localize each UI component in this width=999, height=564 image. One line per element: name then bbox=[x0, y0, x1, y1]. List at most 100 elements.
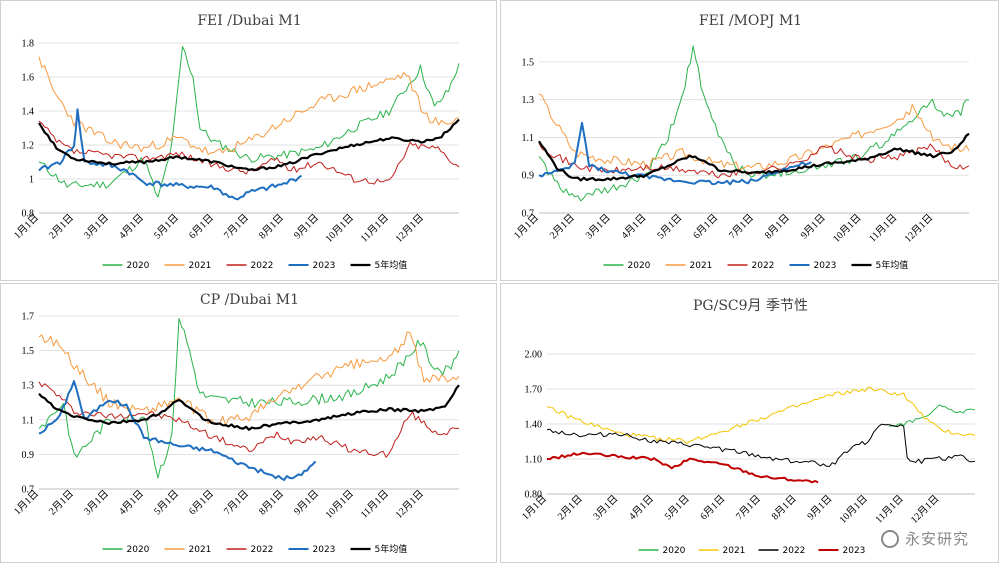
x-tick-label: 8月1日 bbox=[256, 488, 286, 518]
x-tick-label: 10月1日 bbox=[830, 212, 863, 245]
chart-panel-cp-dubai: CP /Dubai M1 0.7 0.9 1.1 1.3 1.5 1.7 1月1日 2月1日 3月… bbox=[0, 283, 497, 563]
x-tick-label: 11月1日 bbox=[866, 212, 899, 245]
legend-label: 2023 bbox=[814, 261, 837, 271]
legend-label: 2021 bbox=[690, 261, 713, 271]
x-tick-label: 5月1日 bbox=[662, 493, 692, 523]
x-tick-label: 10月1日 bbox=[837, 493, 870, 526]
y-tick-label: 0.8 bbox=[22, 209, 35, 220]
legend-label: 2021 bbox=[189, 545, 212, 555]
legend-label: 2020 bbox=[628, 261, 651, 271]
series-line-2020 bbox=[38, 318, 460, 479]
y-tick-label: 1.1 bbox=[22, 415, 35, 426]
x-tick-label: 3月1日 bbox=[583, 212, 613, 242]
series-line-2023 bbox=[38, 108, 303, 201]
series-line-2021 bbox=[546, 386, 976, 444]
series-line-2020 bbox=[38, 46, 460, 198]
legend-label: 2020 bbox=[663, 546, 686, 556]
x-tick-label: 11月1日 bbox=[358, 488, 391, 521]
legend-label: 2023 bbox=[843, 546, 866, 556]
x-tick-label: 12月1日 bbox=[393, 212, 426, 245]
legend-label: 5年均值 bbox=[375, 543, 408, 555]
x-tick-label: 9月1日 bbox=[291, 488, 321, 518]
x-tick-label: 5月1日 bbox=[151, 488, 181, 518]
chart-title: PG/SC9月 季节性 bbox=[693, 298, 808, 314]
y-tick-label: 1.4 bbox=[22, 107, 35, 118]
series-line-2022 bbox=[38, 120, 460, 185]
x-tick-label: 8月1日 bbox=[762, 212, 792, 242]
x-tick-label: 4月1日 bbox=[116, 488, 146, 518]
y-tick-label: 0.7 bbox=[22, 485, 35, 496]
chart-title: FEI /Dubai M1 bbox=[197, 13, 301, 29]
series-line-5 bbox=[538, 132, 970, 182]
series-line-2023 bbox=[38, 380, 317, 481]
x-tick-label: 6月1日 bbox=[186, 212, 216, 242]
legend-label: 2021 bbox=[723, 546, 746, 556]
x-tick-label: 7月1日 bbox=[221, 212, 251, 242]
x-tick-label: 6月1日 bbox=[186, 488, 216, 518]
series-line-2021 bbox=[38, 56, 460, 155]
y-tick-label: 1.40 bbox=[525, 420, 543, 431]
x-tick-label: 4月1日 bbox=[619, 212, 649, 242]
y-tick-label: 1.6 bbox=[22, 73, 35, 84]
x-tick-label: 10月1日 bbox=[323, 488, 356, 521]
chart-title: FEI /MOPJ M1 bbox=[699, 13, 802, 29]
chart-panel-fei-mopj: FEI /MOPJ M1 0.7 0.9 1.1 1.3 1.5 1月1日 2月1日 3月1日 4… bbox=[500, 0, 999, 281]
y-tick-label: 0.9 bbox=[22, 450, 35, 461]
chart-panel-fei-dubai: FEI /Dubai M1 0.8 1 1.2 1.4 1.6 1.8 1月1日 2月1日 3月1… bbox=[0, 0, 497, 281]
legend-label: 2021 bbox=[189, 261, 212, 271]
x-tick-label: 9月1日 bbox=[798, 212, 828, 242]
series-line-2021 bbox=[538, 93, 970, 171]
x-tick-label: 3月1日 bbox=[81, 212, 111, 242]
series-line-5 bbox=[38, 384, 460, 431]
x-tick-label: 2月1日 bbox=[46, 212, 76, 242]
x-tick-label: 8月1日 bbox=[769, 493, 799, 523]
y-tick-label: 0.9 bbox=[522, 171, 535, 182]
x-tick-label: 12月1日 bbox=[393, 488, 426, 521]
legend-label: 2022 bbox=[251, 545, 274, 555]
series-line-5 bbox=[38, 118, 460, 172]
legend-label: 5年均值 bbox=[375, 259, 408, 271]
y-tick-label: 1.1 bbox=[522, 133, 535, 144]
series-line-2023 bbox=[538, 121, 812, 186]
legend-label: 2022 bbox=[251, 261, 274, 271]
legend-label: 2022 bbox=[783, 546, 806, 556]
series-line-2023 bbox=[546, 451, 819, 484]
series-line-2022 bbox=[546, 423, 976, 467]
y-tick-label: 0.80 bbox=[525, 490, 543, 501]
series-line-2022 bbox=[38, 381, 460, 458]
x-tick-label: 12月1日 bbox=[908, 493, 941, 526]
x-tick-label: 8月1日 bbox=[256, 212, 286, 242]
y-tick-label: 1.5 bbox=[22, 346, 35, 357]
x-tick-label: 11月1日 bbox=[873, 493, 906, 526]
x-tick-label: 5月1日 bbox=[655, 212, 685, 242]
x-tick-label: 10月1日 bbox=[323, 212, 356, 245]
x-tick-label: 5月1日 bbox=[151, 212, 181, 242]
y-tick-label: 1.8 bbox=[22, 39, 35, 50]
x-tick-label: 3月1日 bbox=[591, 493, 621, 523]
y-tick-label: 1.3 bbox=[522, 95, 535, 106]
y-tick-label: 2.00 bbox=[525, 350, 543, 361]
y-tick-label: 1.70 bbox=[525, 385, 543, 396]
x-tick-label: 9月1日 bbox=[805, 493, 835, 523]
x-tick-label: 2月1日 bbox=[547, 212, 577, 242]
wechat-logo-icon bbox=[880, 530, 899, 548]
series-line-2021 bbox=[38, 331, 460, 427]
x-tick-label: 6月1日 bbox=[691, 212, 721, 242]
x-tick-label: 3月1日 bbox=[81, 488, 111, 518]
x-tick-label: 11月1日 bbox=[358, 212, 391, 245]
y-tick-label: 1.5 bbox=[522, 57, 535, 68]
legend-label: 2020 bbox=[127, 545, 150, 555]
y-tick-label: 1.10 bbox=[525, 455, 543, 466]
chart-title: CP /Dubai M1 bbox=[200, 292, 299, 308]
y-tick-label: 0.7 bbox=[522, 209, 535, 220]
watermark: 永安研究 bbox=[880, 528, 969, 549]
y-tick-label: 1.7 bbox=[22, 312, 35, 323]
legend-label: 2022 bbox=[752, 261, 775, 271]
x-tick-label: 4月1日 bbox=[116, 212, 146, 242]
series-line-2020 bbox=[538, 45, 970, 202]
watermark-text: 永安研究 bbox=[904, 530, 969, 548]
x-tick-label: 2月1日 bbox=[555, 493, 585, 523]
series-line-2020 bbox=[889, 404, 976, 428]
